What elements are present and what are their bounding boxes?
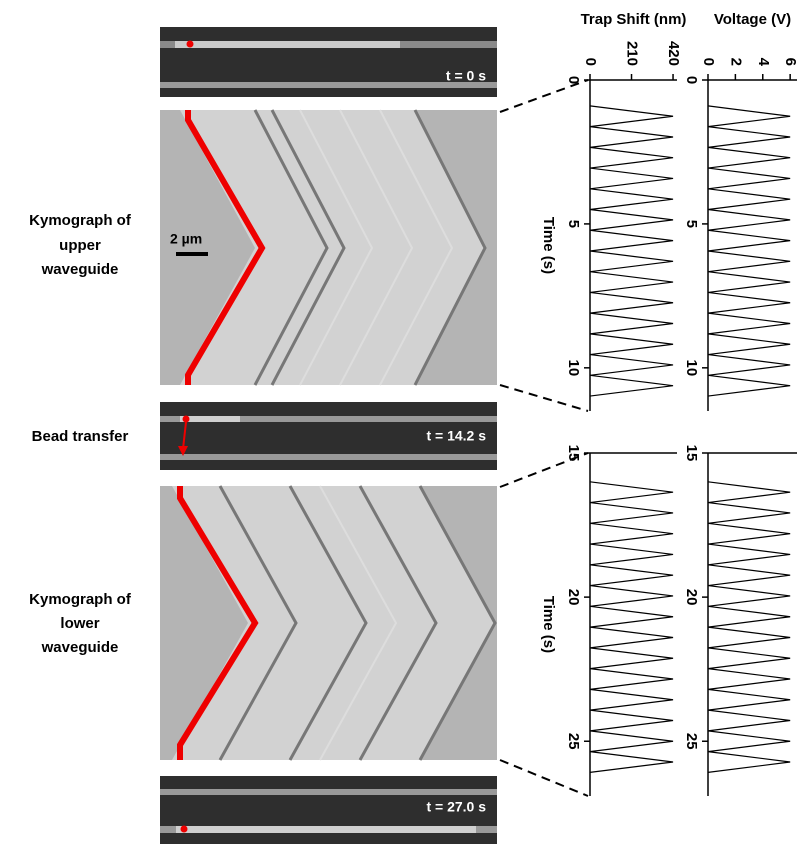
axis-title: Time (s)	[540, 596, 557, 653]
scale-bar-label: 2 µm	[170, 231, 202, 247]
x-tick-label: 15	[565, 445, 582, 462]
connector	[500, 80, 588, 112]
y-tick-label: 0	[582, 58, 599, 66]
micrograph: t = 0 s	[160, 27, 497, 97]
label: Kymograph of	[29, 591, 132, 608]
y-tick-label: 2	[727, 58, 744, 66]
x-tick-label: 0	[683, 76, 700, 84]
kymograph	[160, 486, 497, 760]
kymograph: 2 µm	[160, 110, 497, 385]
y-tick-label: 0	[700, 58, 717, 66]
data-line	[590, 106, 673, 396]
y-tick-label: 4	[755, 58, 772, 67]
x-tick-label: 25	[565, 733, 582, 750]
x-tick-label: 0	[565, 76, 582, 84]
data-line	[590, 482, 673, 773]
x-tick-label: 10	[683, 359, 700, 376]
micrograph: t = 14.2 s	[160, 402, 497, 470]
y-tick-label: 210	[624, 41, 641, 66]
data-line	[708, 106, 790, 396]
y-tick-label: 420	[665, 41, 682, 66]
x-tick-label: 5	[683, 220, 700, 228]
data-line	[708, 482, 790, 773]
label: lower	[60, 615, 99, 632]
connector	[500, 385, 588, 411]
label: waveguide	[41, 261, 119, 278]
label: waveguide	[41, 639, 119, 656]
time-label: t = 0 s	[446, 68, 486, 84]
x-tick-label: 20	[683, 589, 700, 606]
label: Bead transfer	[32, 428, 129, 445]
x-tick-label: 20	[565, 589, 582, 606]
y-tick-label: 6	[782, 58, 799, 66]
column-title: Voltage (V)	[714, 11, 791, 28]
x-tick-label: 5	[565, 220, 582, 228]
connector	[500, 760, 588, 796]
micrograph: t = 27.0 s	[160, 776, 497, 844]
x-tick-label: 10	[565, 359, 582, 376]
time-label: t = 27.0 s	[426, 799, 486, 815]
axis-title: Time (s)	[540, 217, 557, 274]
x-tick-label: 25	[683, 733, 700, 750]
label: Kymograph of	[29, 212, 132, 229]
x-tick-label: 15	[683, 445, 700, 462]
column-title: Trap Shift (nm)	[581, 11, 687, 28]
label: upper	[59, 237, 101, 254]
time-label: t = 14.2 s	[426, 428, 486, 444]
figure: Kymograph of upper waveguide Bead transf…	[0, 0, 809, 844]
